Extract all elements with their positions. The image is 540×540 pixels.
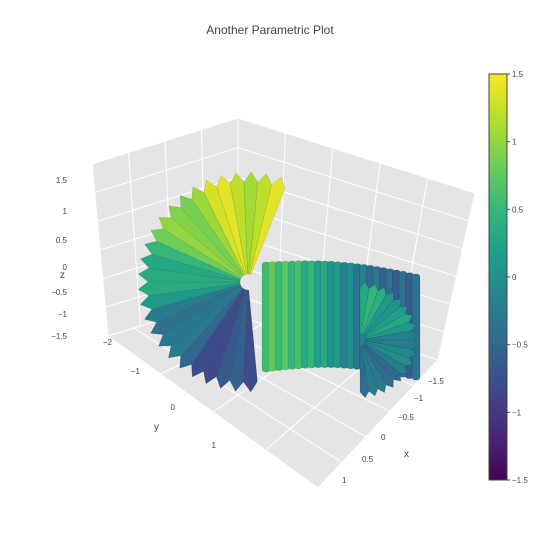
surface-ridge bbox=[216, 174, 247, 275]
surface-ridge bbox=[168, 205, 243, 278]
surface-ridge bbox=[191, 288, 245, 378]
gridline bbox=[237, 147, 469, 222]
y-axis-title: y bbox=[154, 422, 159, 433]
surface-ridge bbox=[203, 288, 246, 385]
gridline bbox=[128, 152, 141, 327]
surface-ridge bbox=[203, 179, 246, 276]
surface-lobe-right-end[interactable] bbox=[359, 281, 419, 399]
z-tick-label: 1 bbox=[63, 207, 68, 216]
surface-ridge bbox=[139, 254, 241, 282]
surface-ridge bbox=[158, 285, 243, 347]
x-tick-label: −1 bbox=[414, 394, 424, 403]
colorbar-tick-label: 0.5 bbox=[512, 205, 524, 214]
surface-ridge bbox=[360, 345, 379, 397]
surface-ridge bbox=[363, 298, 402, 337]
colorbar-tick-label: 1 bbox=[512, 138, 517, 147]
surface-ridge bbox=[363, 343, 402, 382]
surface-ridge bbox=[243, 289, 258, 393]
colorbar: 1.5 1 0.5 0 −0.5 −1 −1.5 bbox=[488, 70, 528, 485]
x-axis-ticks: −1.5 −1 −0.5 0 0.5 1 bbox=[342, 377, 444, 485]
surface-ridge bbox=[191, 186, 245, 276]
y-axis-ticks: −2 −1 0 1 bbox=[103, 338, 217, 450]
z-tick-label: −1.5 bbox=[51, 332, 67, 341]
x-axis-title: x bbox=[404, 449, 409, 460]
chart-title: Another Parametric Plot bbox=[206, 23, 334, 37]
colorbar-bar bbox=[488, 73, 508, 481]
surface-ridge bbox=[144, 283, 242, 323]
surface-ridge bbox=[365, 321, 417, 340]
surface-ridge bbox=[364, 341, 413, 367]
surface-ridge bbox=[362, 292, 394, 336]
surface-ridge bbox=[361, 287, 387, 336]
gridline bbox=[133, 327, 343, 463]
surface-ridge bbox=[365, 330, 419, 341]
surface-ridge bbox=[361, 344, 387, 393]
x-tick-label: −0.5 bbox=[398, 413, 414, 422]
surface-ridge bbox=[150, 284, 242, 335]
gridline bbox=[237, 206, 457, 277]
surface-ridge bbox=[179, 195, 244, 277]
surface-ridge bbox=[364, 313, 413, 339]
colorbar-tick-label: −1.5 bbox=[512, 476, 528, 485]
surface-ridge bbox=[158, 217, 243, 279]
x-tick-label: −1.5 bbox=[428, 377, 444, 386]
colorbar-tick-label: −0.5 bbox=[512, 341, 528, 350]
x-tick-label: 1 bbox=[342, 476, 347, 485]
z-tick-label: −1 bbox=[58, 310, 68, 319]
z-tick-label: 0.5 bbox=[56, 236, 68, 245]
surface-ridge bbox=[137, 281, 241, 296]
parametric-surface[interactable] bbox=[137, 171, 421, 399]
surface-ridge bbox=[144, 241, 242, 281]
surface-ridge bbox=[150, 228, 242, 280]
y-tick-label: −1 bbox=[131, 367, 141, 376]
z-tick-label: −0.5 bbox=[51, 288, 67, 297]
z-tick-label: 0 bbox=[63, 263, 68, 272]
z-axis-ticks: −1.5 −1 −0.5 0 0.5 1 1.5 bbox=[51, 176, 67, 341]
surface-ridge bbox=[362, 344, 394, 388]
colorbar-tick-label: 0 bbox=[512, 273, 517, 282]
surface-ridge bbox=[216, 289, 247, 389]
surface-ridge bbox=[243, 171, 259, 275]
y-tick-label: −2 bbox=[103, 338, 113, 347]
surface-ridge bbox=[249, 176, 286, 275]
surface-ridge bbox=[229, 289, 248, 392]
surface-ridge bbox=[364, 306, 408, 338]
x-tick-label: 0 bbox=[381, 433, 386, 442]
surface-ridge bbox=[360, 283, 379, 335]
surface-ridge bbox=[359, 345, 370, 399]
surface-ridge bbox=[365, 340, 417, 359]
z-axis-title: z bbox=[60, 270, 65, 281]
surface-ridge bbox=[365, 339, 419, 350]
surface-ridge bbox=[364, 342, 408, 374]
colorbar-tick-label: 1.5 bbox=[512, 70, 524, 79]
colorbar-ticks: 1.5 1 0.5 0 −0.5 −1 −1.5 bbox=[507, 70, 528, 485]
z-tick-label: 1.5 bbox=[56, 176, 68, 185]
surface-ridge bbox=[179, 287, 244, 369]
surface-ridge bbox=[139, 282, 241, 310]
surface-ridge bbox=[137, 267, 241, 283]
y-tick-label: 0 bbox=[171, 403, 176, 412]
surface-ridge bbox=[168, 286, 243, 359]
surface-ridge bbox=[248, 173, 272, 275]
surface-ridge bbox=[229, 172, 248, 275]
surface-ridge bbox=[359, 281, 370, 335]
y-tick-label: 1 bbox=[212, 441, 217, 450]
colorbar-tick-label: −1 bbox=[512, 408, 522, 417]
surface-lobe-left[interactable] bbox=[137, 171, 286, 393]
x-tick-label: 0.5 bbox=[362, 455, 374, 464]
